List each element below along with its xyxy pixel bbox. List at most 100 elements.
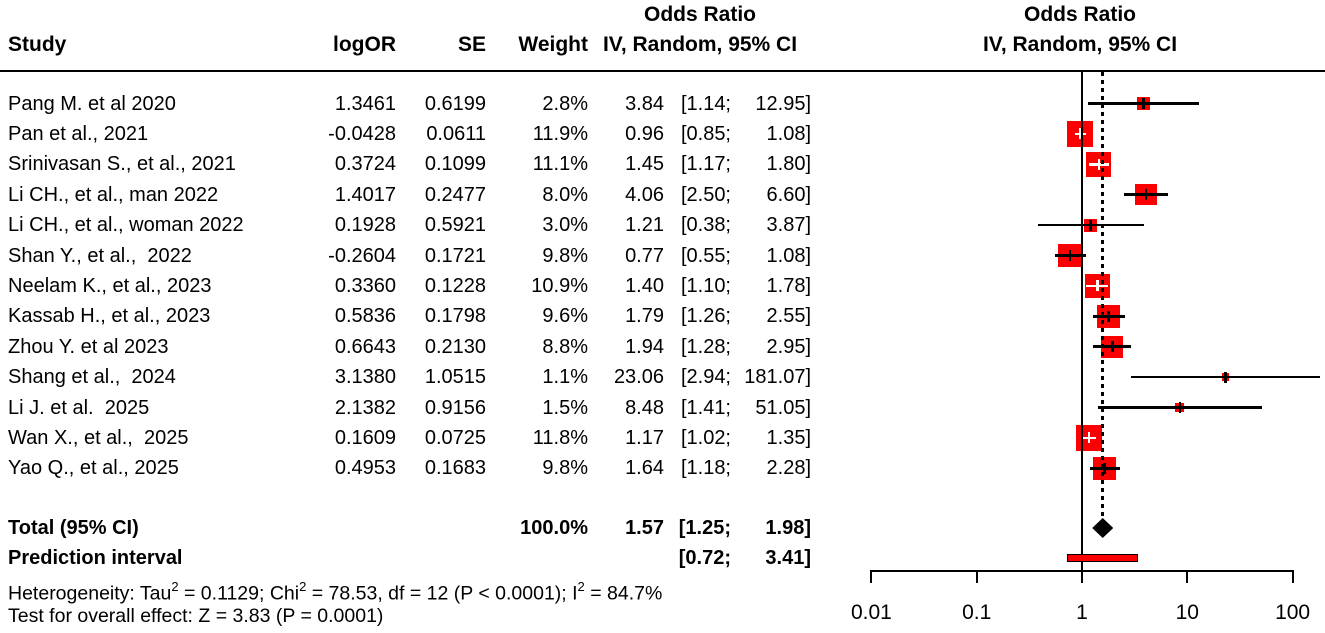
- ci-high-value: 12.95]: [755, 92, 811, 115]
- heterogeneity-note: Heterogeneity: Tau2 = 0.1129; Chi2 = 78.…: [8, 573, 663, 605]
- study-name: Yao Q., et al., 2025: [8, 457, 179, 480]
- x-axis-tick: [1186, 570, 1189, 583]
- prediction-interval-row: Prediction interval [0.72; 3.41]: [0, 543, 840, 573]
- table-row: Wan X., et al., 2025 0.1609 0.0725 11.8% 1.1…: [0, 423, 840, 453]
- or-value: 3.84: [625, 92, 664, 115]
- or-value: 1.45: [625, 153, 664, 176]
- or-value: 1.17: [625, 426, 664, 449]
- or-value: 0.96: [625, 122, 664, 145]
- or-value: 1.64: [625, 457, 664, 480]
- weight-value: 2.8%: [542, 92, 588, 115]
- point-estimate-marker: [1089, 219, 1092, 231]
- point-estimate-marker: [1111, 341, 1114, 353]
- ci-low-value: [1.28;: [680, 335, 731, 358]
- logor-value: 2.1382: [334, 396, 396, 419]
- logor-value: -0.0428: [328, 122, 396, 145]
- table-row: Pang M. et al 2020 1.3461 0.6199 2.8% 3.84 [1…: [0, 89, 840, 119]
- ci-high-value: 181.07]: [744, 366, 811, 389]
- study-name: Shan Y., et al., 2022: [8, 244, 192, 267]
- se-value: 0.9156: [424, 396, 486, 419]
- logor-value: 0.1609: [334, 426, 396, 449]
- ci-high-value: 51.05]: [755, 396, 811, 419]
- weight-value: 11.8%: [532, 426, 588, 449]
- se-value: 0.1798: [424, 305, 486, 328]
- superscript: 2: [577, 579, 585, 594]
- total-ci-low: [1.25;: [678, 517, 731, 539]
- table-row: Srinivasan S., et al., 2021 0.3724 0.1099 1…: [0, 149, 840, 179]
- or-value: 1.94: [625, 335, 664, 358]
- ci-low-value: [1.26;: [680, 305, 731, 328]
- table-row: Yao Q., et al., 2025 0.4953 0.1683 9.8% 1.64…: [0, 453, 840, 483]
- se-value: 0.1683: [424, 457, 486, 480]
- logor-value: 0.5836: [334, 305, 396, 328]
- pooled-estimate-dashed-line: [1101, 72, 1104, 517]
- superscript: 2: [171, 579, 179, 594]
- ci-high-value: 2.55]: [766, 305, 811, 328]
- table-row: Li CH., et al., man 2022 1.4017 0.2477 8.0%…: [0, 180, 840, 210]
- heterogeneity-text: = 84.7%: [584, 582, 663, 605]
- ci-low-value: [2.94;: [680, 366, 731, 389]
- table-row: Shang et al., 2024 3.1380 1.0515 1.1% 23.06 […: [0, 362, 840, 392]
- weight-value: 1.5%: [542, 396, 588, 419]
- se-value: 0.2130: [424, 335, 486, 358]
- or-value: 1.79: [625, 305, 664, 328]
- weight-value: 9.8%: [542, 457, 588, 480]
- study-name: Srinivasan S., et al., 2021: [8, 153, 236, 176]
- table-row: Zhou Y. et al 2023 0.6643 0.2130 8.8% 1.94 [1…: [0, 332, 840, 362]
- ci-high-value: 1.35]: [766, 426, 811, 449]
- total-label: Total (95% CI): [8, 517, 139, 539]
- ci-low-value: [1.17;: [680, 153, 731, 176]
- point-estimate-marker: [1144, 189, 1148, 201]
- prediction-ci-low: [0.72;: [678, 547, 731, 569]
- superscript: 2: [299, 579, 307, 594]
- ci-low-value: [2.50;: [680, 183, 731, 206]
- point-estimate-marker: [1096, 280, 1099, 292]
- x-axis-tick: [1081, 570, 1083, 583]
- x-axis-tick-label: 100: [1275, 601, 1311, 624]
- study-name: Shang et al., 2024: [8, 366, 176, 389]
- ci-high-value: 1.08]: [766, 122, 811, 145]
- ci-low-value: [1.41;: [680, 396, 731, 419]
- se-value: 0.1099: [424, 153, 486, 176]
- ci-high-value: 3.87]: [766, 214, 811, 237]
- ci-low-value: [0.85;: [680, 122, 731, 145]
- weight-value: 11.1%: [532, 153, 588, 176]
- point-estimate-marker: [1097, 158, 1101, 170]
- se-value: 0.6199: [424, 92, 486, 115]
- logor-value: 3.1380: [334, 366, 396, 389]
- point-estimate-marker: [1087, 432, 1091, 444]
- total-diamond: [1092, 518, 1114, 538]
- weight-value: 10.9%: [531, 274, 588, 297]
- weight-value: 8.8%: [542, 335, 588, 358]
- ci-low-value: [1.14;: [680, 92, 731, 115]
- table-row: Pan et al., 2021 -0.0428 0.0611 11.9% 0.96 [0…: [0, 119, 840, 149]
- study-name: Li J. et al. 2025: [8, 396, 150, 419]
- header-separator-line: [0, 70, 1325, 72]
- heterogeneity-text: Heterogeneity: Tau: [8, 582, 172, 605]
- x-axis-tick-label: 0.1: [962, 601, 992, 624]
- column-header-weight: Weight: [518, 33, 588, 56]
- column-header-se: SE: [457, 33, 486, 56]
- table-row: Li J. et al. 2025 2.1382 0.9156 1.5% 8.48 [1.…: [0, 393, 840, 423]
- or-value: 1.40: [625, 274, 664, 297]
- study-name: Kassab H., et al., 2023: [8, 305, 211, 328]
- study-name: Wan X., et al., 2025: [8, 426, 189, 449]
- se-value: 0.5921: [424, 214, 486, 237]
- weight-value: 3.0%: [542, 214, 588, 237]
- point-estimate-marker: [1068, 250, 1072, 261]
- total-or: 1.57: [625, 517, 664, 539]
- point-estimate-marker: [1078, 128, 1082, 140]
- logor-value: 1.4017: [334, 183, 396, 206]
- total-row: Total (95% CI) 100.0% 1.57 [1.25; 1.98]: [0, 513, 840, 543]
- study-name: Li CH., et al., woman 2022: [8, 214, 244, 237]
- logor-value: 1.3461: [334, 92, 396, 115]
- total-weight: 100.0%: [520, 517, 588, 539]
- table-row: Neelam K., et al., 2023 0.3360 0.1228 10.9%…: [0, 271, 840, 301]
- x-axis-tick: [975, 570, 978, 583]
- or-value: 8.48: [625, 396, 664, 419]
- point-estimate-marker: [1178, 402, 1181, 413]
- ci-low-value: [1.10;: [680, 274, 731, 297]
- ci-high-value: 1.80]: [766, 153, 811, 176]
- ci-low-value: [1.02;: [680, 426, 731, 449]
